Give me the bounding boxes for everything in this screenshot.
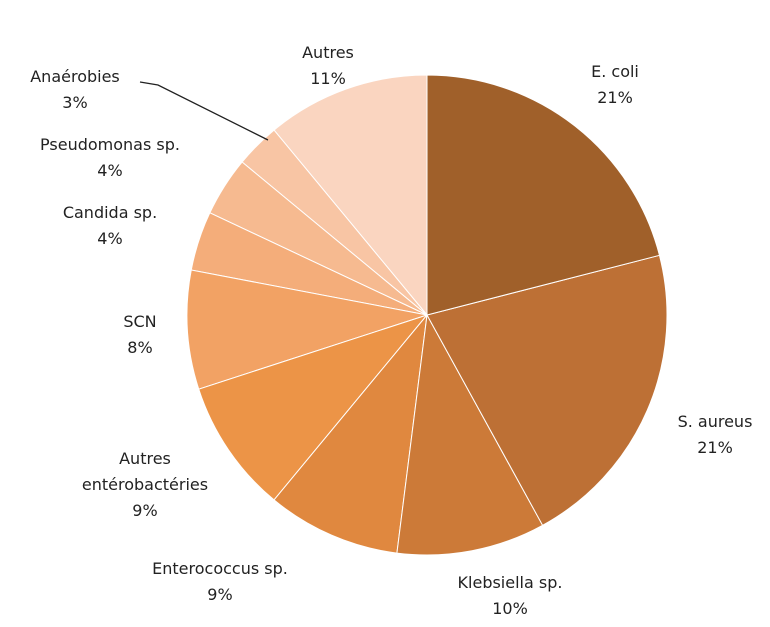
slice-label: Autres entérobactéries 9%: [70, 446, 220, 524]
value-label: 9%: [207, 585, 233, 604]
slice-label: Klebsiella sp. 10%: [415, 570, 605, 622]
category-label: Autres: [302, 43, 354, 62]
slice-label: Enterococcus sp. 9%: [125, 556, 315, 608]
slice-label: E. coli 21%: [520, 59, 710, 111]
value-label: 8%: [127, 338, 153, 357]
slice-label: SCN 8%: [45, 309, 235, 361]
category-label: Enterococcus sp.: [152, 559, 288, 578]
category-label: Klebsiella sp.: [457, 573, 563, 592]
leader-line: [139, 81, 269, 141]
category-label: Pseudomonas sp.: [40, 135, 180, 154]
pie-slice: [273, 74, 428, 317]
value-label: 3%: [62, 93, 88, 112]
value-label: 21%: [597, 88, 633, 107]
pie-slice: [186, 269, 428, 390]
slice-label: S. aureus 21%: [620, 409, 770, 461]
value-label: 4%: [97, 161, 123, 180]
pie-slice: [198, 313, 429, 501]
value-label: 21%: [697, 438, 733, 457]
pie-slice: [426, 74, 661, 316]
slice-label: Autres 11%: [233, 40, 423, 92]
pie-slice: [396, 313, 544, 556]
category-label: S. aureus: [677, 412, 753, 431]
category-label: E. coli: [591, 62, 639, 81]
value-label: 4%: [97, 229, 123, 248]
category-label: SCN: [123, 312, 157, 331]
category-label: Candida sp.: [62, 203, 158, 222]
value-label: 11%: [310, 69, 346, 88]
category-label: Autres entérobactéries: [81, 449, 209, 494]
slice-label: Anaérobies 3%: [0, 64, 170, 116]
value-label: 9%: [132, 501, 158, 520]
slice-label: Pseudomonas sp. 4%: [15, 132, 205, 184]
pie-slice: [273, 313, 428, 554]
pie-slice: [426, 254, 668, 526]
value-label: 10%: [492, 599, 528, 618]
slice-label: Candida sp. 4%: [15, 200, 205, 252]
category-label: Anaérobies: [30, 67, 120, 86]
